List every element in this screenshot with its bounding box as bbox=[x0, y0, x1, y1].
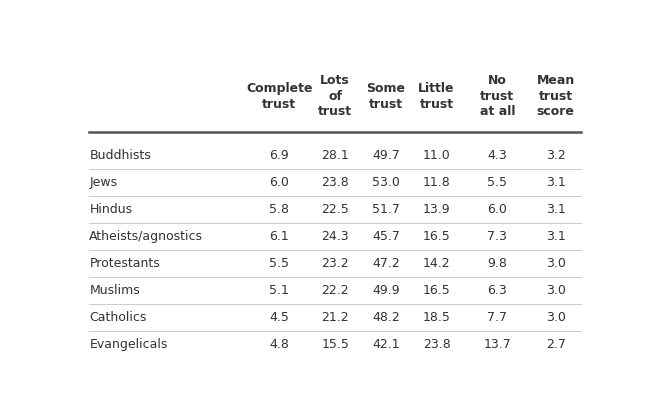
Text: 14.2: 14.2 bbox=[422, 257, 451, 270]
Text: 6.9: 6.9 bbox=[269, 149, 289, 162]
Text: 23.2: 23.2 bbox=[321, 257, 349, 270]
Text: 3.1: 3.1 bbox=[546, 176, 566, 189]
Text: 5.5: 5.5 bbox=[487, 176, 508, 189]
Text: 22.5: 22.5 bbox=[321, 203, 349, 216]
Text: Evangelicals: Evangelicals bbox=[90, 338, 167, 351]
Text: 49.7: 49.7 bbox=[372, 149, 400, 162]
Text: 53.0: 53.0 bbox=[372, 176, 400, 189]
Text: 6.0: 6.0 bbox=[269, 176, 289, 189]
Text: 4.8: 4.8 bbox=[269, 338, 289, 351]
Text: 3.0: 3.0 bbox=[545, 311, 566, 324]
Text: 23.8: 23.8 bbox=[422, 338, 451, 351]
Text: 5.5: 5.5 bbox=[269, 257, 290, 270]
Text: 47.2: 47.2 bbox=[372, 257, 400, 270]
Text: 18.5: 18.5 bbox=[422, 311, 451, 324]
Text: 2.7: 2.7 bbox=[545, 338, 566, 351]
Text: 6.0: 6.0 bbox=[487, 203, 508, 216]
Text: 16.5: 16.5 bbox=[422, 284, 451, 297]
Text: 6.1: 6.1 bbox=[269, 230, 289, 243]
Text: 49.9: 49.9 bbox=[372, 284, 400, 297]
Text: 3.0: 3.0 bbox=[545, 284, 566, 297]
Text: Protestants: Protestants bbox=[90, 257, 160, 270]
Text: 4.3: 4.3 bbox=[487, 149, 508, 162]
Text: Some
trust: Some trust bbox=[366, 82, 405, 111]
Text: Jews: Jews bbox=[90, 176, 118, 189]
Text: 3.1: 3.1 bbox=[546, 203, 566, 216]
Text: 13.9: 13.9 bbox=[422, 203, 451, 216]
Text: 9.8: 9.8 bbox=[487, 257, 508, 270]
Text: 3.1: 3.1 bbox=[546, 230, 566, 243]
Text: Little
trust: Little trust bbox=[419, 82, 455, 111]
Text: 3.2: 3.2 bbox=[546, 149, 566, 162]
Text: 15.5: 15.5 bbox=[321, 338, 349, 351]
Text: Complete
trust: Complete trust bbox=[246, 82, 313, 111]
Text: 7.7: 7.7 bbox=[487, 311, 508, 324]
Text: 3.0: 3.0 bbox=[545, 257, 566, 270]
Text: 5.8: 5.8 bbox=[269, 203, 290, 216]
Text: 45.7: 45.7 bbox=[372, 230, 400, 243]
Text: No
trust
at all: No trust at all bbox=[479, 75, 515, 118]
Text: 11.8: 11.8 bbox=[422, 176, 451, 189]
Text: 23.8: 23.8 bbox=[321, 176, 349, 189]
Text: 7.3: 7.3 bbox=[487, 230, 508, 243]
Text: 13.7: 13.7 bbox=[483, 338, 511, 351]
Text: Hindus: Hindus bbox=[90, 203, 133, 216]
Text: Muslims: Muslims bbox=[90, 284, 140, 297]
Text: Atheists/agnostics: Atheists/agnostics bbox=[90, 230, 203, 243]
Text: Catholics: Catholics bbox=[90, 311, 146, 324]
Text: 42.1: 42.1 bbox=[372, 338, 400, 351]
Text: 11.0: 11.0 bbox=[422, 149, 451, 162]
Text: 24.3: 24.3 bbox=[321, 230, 349, 243]
Text: Buddhists: Buddhists bbox=[90, 149, 151, 162]
Text: Mean
trust
score: Mean trust score bbox=[536, 75, 575, 118]
Text: Lots
of
trust: Lots of trust bbox=[318, 75, 353, 118]
Text: 22.2: 22.2 bbox=[321, 284, 349, 297]
Text: 6.3: 6.3 bbox=[487, 284, 508, 297]
Text: 21.2: 21.2 bbox=[321, 311, 349, 324]
Text: 4.5: 4.5 bbox=[269, 311, 289, 324]
Text: 51.7: 51.7 bbox=[372, 203, 400, 216]
Text: 28.1: 28.1 bbox=[321, 149, 349, 162]
Text: 48.2: 48.2 bbox=[372, 311, 400, 324]
Text: 16.5: 16.5 bbox=[422, 230, 451, 243]
Text: 5.1: 5.1 bbox=[269, 284, 289, 297]
